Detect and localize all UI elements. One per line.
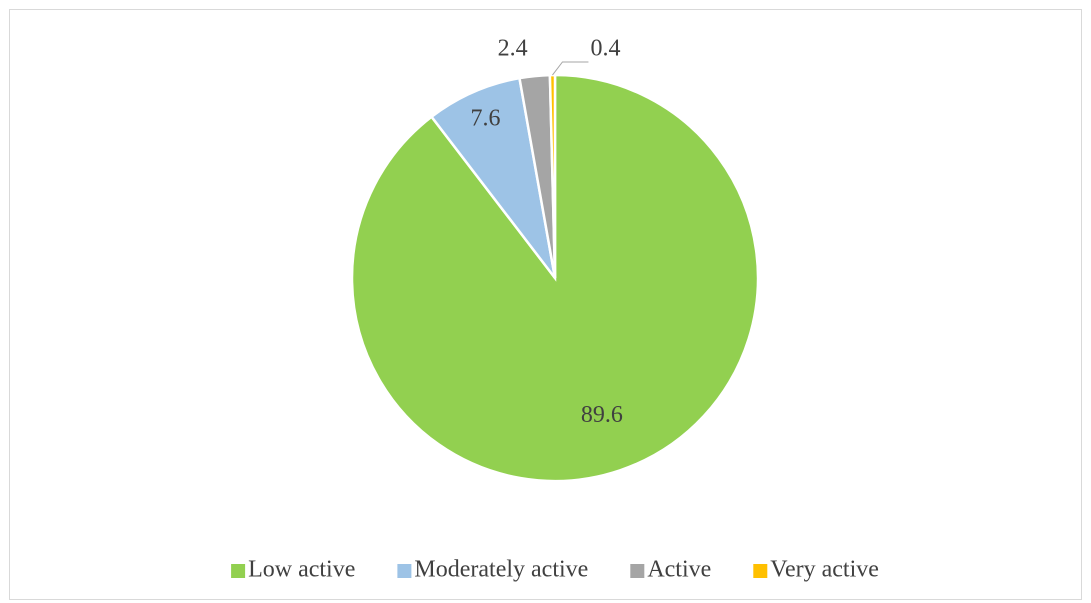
data-label: 2.4 — [498, 36, 528, 62]
data-label: 0.4 — [590, 36, 620, 62]
legend-label: Moderately active — [414, 557, 588, 583]
legend-swatch — [397, 564, 412, 578]
legend-swatch — [231, 564, 246, 578]
legend-label: Low active — [248, 557, 355, 583]
legend-swatch — [630, 564, 645, 578]
data-label: 89.6 — [581, 402, 623, 428]
legend-label: Very active — [770, 557, 879, 583]
legend-swatch — [753, 564, 768, 578]
legend-label: Active — [647, 557, 711, 583]
leader-line — [552, 61, 589, 76]
pie-slice — [429, 76, 557, 279]
data-label: 7.6 — [470, 106, 500, 132]
